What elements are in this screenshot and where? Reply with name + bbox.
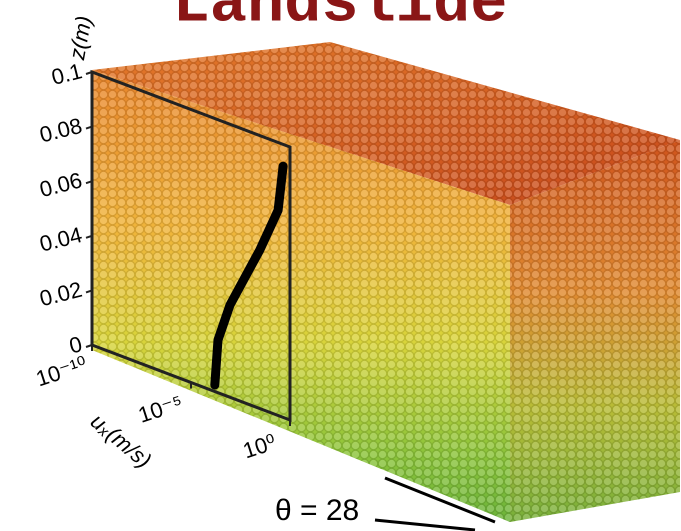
x-tick-label: 10⁻⁵ [135, 390, 186, 428]
angle-label: θ = 28 [275, 494, 359, 527]
y-tick-label: 0.02 [37, 277, 85, 312]
y-tick-label: 0.08 [37, 113, 85, 148]
x-tick-label: 10⁻¹⁰ [33, 351, 91, 391]
granular-box [92, 42, 680, 522]
chart-title: Landslide [173, 0, 508, 39]
angle-line [375, 520, 475, 530]
y-tick-label: 0.1 [49, 58, 85, 90]
page: Landslide z(m) uₓ(m/s) θ = 28 00.020.040… [0, 0, 681, 531]
x-tick-label: 10⁰ [240, 429, 280, 463]
y-tick-label: 0.06 [37, 167, 85, 202]
y-tick-label: 0.04 [37, 222, 85, 257]
y-axis-label: z(m) [64, 14, 96, 63]
chart: Landslide z(m) uₓ(m/s) θ = 28 00.020.040… [0, 0, 681, 531]
